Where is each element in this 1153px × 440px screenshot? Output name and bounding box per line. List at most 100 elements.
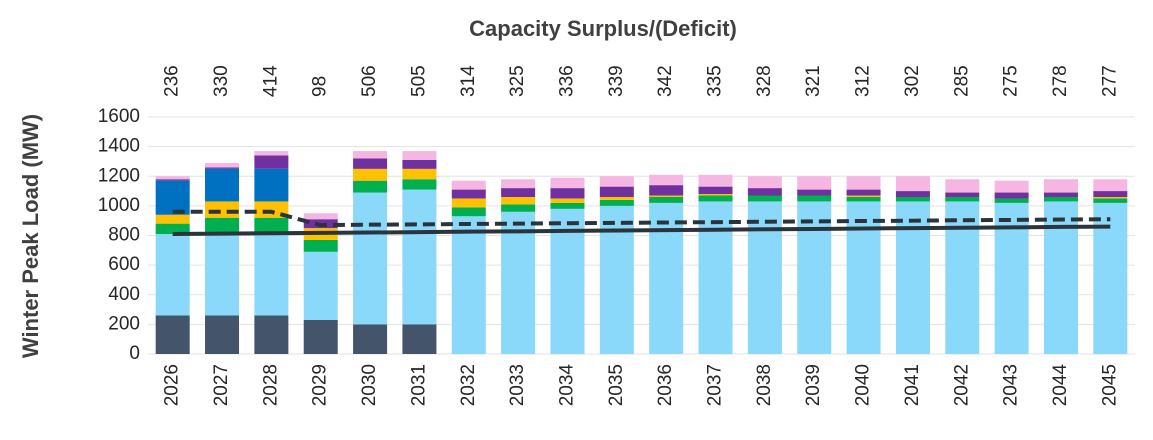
x-tick-label: 2042 [951, 364, 972, 406]
x-tick-label: 2032 [458, 364, 479, 406]
bar-segment [945, 196, 980, 202]
top-label: 325 [507, 65, 528, 97]
bar-segment [501, 204, 536, 212]
bar-segment [747, 188, 782, 196]
bar-segment [1093, 191, 1128, 197]
bar-segment [846, 189, 881, 196]
x-tick-label: 2045 [1099, 364, 1120, 406]
x-tick-label: 2033 [507, 364, 528, 406]
bar-segment [353, 324, 388, 354]
bar-segment [155, 176, 190, 180]
bar-segment [254, 151, 289, 156]
bar-segment [895, 176, 930, 192]
bar-segment [353, 192, 388, 325]
chart-title: Capacity Surplus/(Deficit) [469, 16, 737, 41]
bar-segment [747, 195, 782, 202]
bar-segment [599, 176, 634, 187]
bar-segment [303, 251, 338, 320]
top-label: 328 [754, 65, 775, 97]
bar-segment [698, 186, 733, 195]
bar-segment [698, 194, 733, 196]
y-tick-label: 1200 [98, 165, 140, 186]
bar-segment [402, 179, 437, 190]
bar-segment [402, 151, 437, 160]
y-tick-label: 0 [129, 343, 140, 364]
x-tick-label: 2027 [211, 364, 232, 406]
bar-segment [155, 180, 190, 215]
bar-segment [649, 196, 684, 203]
bar-segment [353, 158, 388, 169]
bar-segment [550, 198, 585, 203]
bar-segment [1093, 198, 1128, 203]
x-tick-label: 2043 [1001, 364, 1022, 406]
top-label: 277 [1099, 65, 1120, 97]
bar-segment [649, 185, 684, 196]
bar-segment [501, 179, 536, 189]
bar-segment [747, 176, 782, 189]
bar-segment [1043, 196, 1078, 202]
bar-segment [945, 192, 980, 197]
x-tick-label: 2026 [162, 364, 183, 406]
bar-segment [846, 195, 881, 197]
bar-segment [402, 189, 437, 325]
bar-segment [254, 217, 289, 235]
y-tick-label: 800 [108, 225, 140, 246]
x-tick-label: 2028 [260, 364, 281, 406]
bar-segment [155, 179, 190, 181]
bar-segment [155, 234, 190, 316]
bar-segment [254, 234, 289, 316]
y-axis-label: Winter Peak Load (MW) [18, 114, 43, 358]
bar-segment [451, 189, 486, 199]
top-label: 285 [951, 65, 972, 97]
bar-segment [550, 208, 585, 354]
bar-segment [501, 211, 536, 354]
bar-segment [550, 188, 585, 199]
bar-segment [1043, 201, 1078, 354]
bar-segment [797, 189, 832, 196]
bar-segment [1093, 179, 1128, 192]
bar-segment [895, 201, 930, 354]
top-label: 302 [902, 65, 923, 97]
bar-segment [155, 223, 190, 235]
bar-segment [303, 239, 338, 252]
bar-segment [303, 213, 338, 220]
top-label: 330 [211, 65, 232, 97]
top-label: 506 [359, 65, 380, 97]
bar-segment [205, 168, 240, 202]
bar-segment [698, 195, 733, 202]
x-tick-label: 2038 [754, 364, 775, 406]
y-tick-label: 1600 [98, 106, 140, 127]
bar-segment [846, 196, 881, 202]
top-label: 236 [162, 65, 183, 97]
bar-segment [599, 199, 634, 206]
bar-segment [501, 196, 536, 205]
bar-segment [846, 176, 881, 190]
x-tick-label: 2035 [606, 364, 627, 406]
bar-segment [205, 217, 240, 235]
bar-segment [402, 324, 437, 354]
bar-segment [353, 151, 388, 159]
bar-segment [155, 214, 190, 224]
bar-segment [895, 196, 930, 202]
y-tick-label: 600 [108, 254, 140, 275]
bar-segment [205, 315, 240, 354]
bar-segment [451, 216, 486, 354]
bar-segment [550, 202, 585, 209]
bar-segment [895, 191, 930, 197]
bar-segment [1043, 192, 1078, 197]
top-label: 275 [1001, 65, 1022, 97]
y-tick-label: 1000 [98, 195, 140, 216]
bar-segment [649, 202, 684, 354]
top-label: 505 [408, 65, 429, 97]
bar-segment [155, 315, 190, 354]
line [172, 224, 1111, 237]
bar-segment [205, 201, 240, 218]
x-tick-label: 2036 [655, 364, 676, 406]
top-label: 335 [705, 65, 726, 97]
y-tick-label: 1400 [98, 136, 140, 157]
top-label: 321 [803, 65, 824, 97]
bar-segment [846, 201, 881, 354]
bar-segment [205, 234, 240, 316]
top-label: 336 [556, 65, 577, 97]
bar-segment [353, 180, 388, 193]
